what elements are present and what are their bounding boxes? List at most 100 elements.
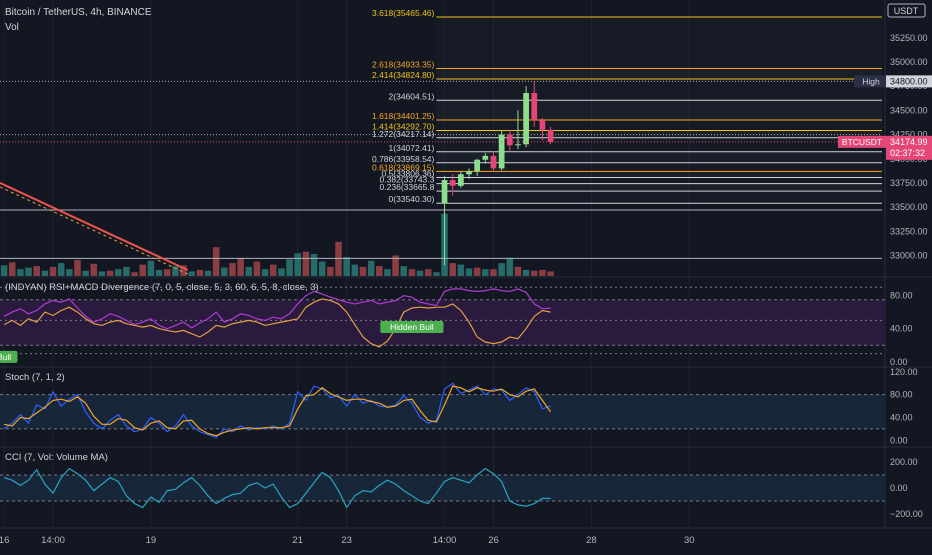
volume-bar[interactable] [115,269,122,276]
indicator-band [0,475,885,501]
volume-bar[interactable] [433,272,440,276]
candle[interactable] [531,92,538,121]
volume-bar[interactable] [147,260,155,276]
volume-bar[interactable] [66,269,73,276]
indicator-tick-label: 120.00 [890,367,918,377]
volume-bar[interactable] [294,253,301,276]
candle[interactable] [466,171,472,175]
volume-bar[interactable] [196,269,204,276]
volume-bar[interactable] [310,253,318,276]
currency-badge[interactable]: USDT [887,3,926,18]
pane-stoch[interactable]: Stoch (7, 1, 2) [0,372,885,439]
volume-bar[interactable] [269,264,277,276]
volume-bar[interactable] [547,271,554,276]
candle[interactable] [547,129,554,142]
volume-bar[interactable] [245,266,253,276]
volume-bar[interactable] [465,268,473,276]
volume-bar[interactable] [139,264,147,276]
series-line-signal[interactable] [3,298,551,348]
volume-bar[interactable] [221,267,228,276]
volume-bar[interactable] [318,261,326,276]
volume-bar[interactable] [155,269,163,276]
volume-bar[interactable] [49,266,57,276]
volume-bar[interactable] [25,267,32,276]
volume-bar[interactable] [384,269,391,276]
series-line-d[interactable] [3,385,552,437]
main-pane[interactable]: 0(33540.30) 0.236(33665.80.382(33743.30.5… [0,8,885,276]
fib-zone [436,100,882,120]
chart-symbol-title: Bitcoin / TetherUS, 4h, BINANCE [5,7,152,18]
volume-bar[interactable] [0,265,8,276]
candle[interactable] [441,180,448,204]
volume-bar[interactable] [212,247,220,276]
volume-bar[interactable] [90,263,98,276]
volume-bar[interactable] [33,266,40,276]
volume-bar[interactable] [98,271,106,276]
candle[interactable] [490,155,497,169]
volume-bar[interactable] [335,241,342,276]
volume-bar[interactable] [359,266,367,276]
candle[interactable] [523,92,529,145]
time-axis[interactable]: 16 14:00 19 21 23 14:00 26 28 30 [0,535,695,546]
candle[interactable] [457,174,464,186]
volume-bar[interactable] [327,266,334,276]
volume-bar[interactable] [302,251,310,276]
candle[interactable] [506,134,513,146]
volume-bar[interactable] [8,262,16,276]
volume-bar[interactable] [41,270,49,276]
volume-bar[interactable] [539,269,546,276]
volume-bar[interactable] [286,259,293,276]
volume-bar[interactable] [229,263,236,276]
volume-bar[interactable] [531,270,538,276]
volume-bar[interactable] [449,263,456,276]
candle[interactable] [449,180,456,186]
volume-bar[interactable] [473,267,481,276]
candle[interactable] [474,159,481,172]
volume-bar[interactable] [278,268,285,276]
volume-bar[interactable] [253,261,261,276]
volume-bar[interactable] [482,269,489,276]
volume-bar[interactable] [163,269,171,276]
volume-bar[interactable] [514,266,522,276]
volume-bar[interactable] [237,257,244,276]
pane-cci[interactable]: CCI (7, Vol: Volume MA) [0,452,885,509]
volume-bar[interactable] [416,270,424,276]
volume-bar[interactable] [506,257,514,276]
volume-bar[interactable] [522,269,530,276]
candle[interactable] [498,134,505,169]
volume-bar[interactable] [376,266,383,276]
series-line-rsi[interactable] [3,288,551,330]
volume-bar[interactable] [367,260,375,276]
volume-bar[interactable] [457,264,465,276]
volume-bar[interactable] [498,263,505,276]
volume-bar[interactable] [424,269,432,276]
trendline[interactable] [0,182,189,271]
volume-bar[interactable] [74,260,81,276]
indicator-panes[interactable]: (INDYAN) RSI+MACD Divergence (7, 0, 5, c… [0,282,885,509]
volume-bar[interactable] [351,264,359,276]
volume-bar[interactable] [188,271,195,276]
volume-bar[interactable] [204,270,212,276]
pane-rsi-macd[interactable]: (INDYAN) RSI+MACD Divergence (7, 0, 5, c… [0,282,885,363]
candle[interactable] [539,120,546,130]
volume-bar[interactable] [400,266,408,276]
volume-bar[interactable] [172,266,179,276]
volume-bar[interactable] [106,270,114,276]
volume-bar[interactable] [180,265,187,276]
volume-bar[interactable] [17,269,24,276]
volume-bar[interactable] [131,272,138,276]
volume-bar[interactable] [82,270,89,276]
candle[interactable] [482,155,489,160]
series-line-cci[interactable] [3,467,551,509]
time-tick-label: 28 [586,535,597,546]
volume-bar[interactable] [408,269,416,276]
price-axis[interactable]: 33000.0033250.0033500.0033750.0034000.00… [838,33,932,519]
volume-bar[interactable] [490,269,497,276]
volume-bar[interactable] [343,257,350,276]
volume-bar[interactable] [392,255,399,276]
candle[interactable] [515,144,521,146]
volume-bar[interactable] [57,263,65,276]
volume-bar[interactable] [123,266,130,276]
volume-bar[interactable] [261,269,269,276]
